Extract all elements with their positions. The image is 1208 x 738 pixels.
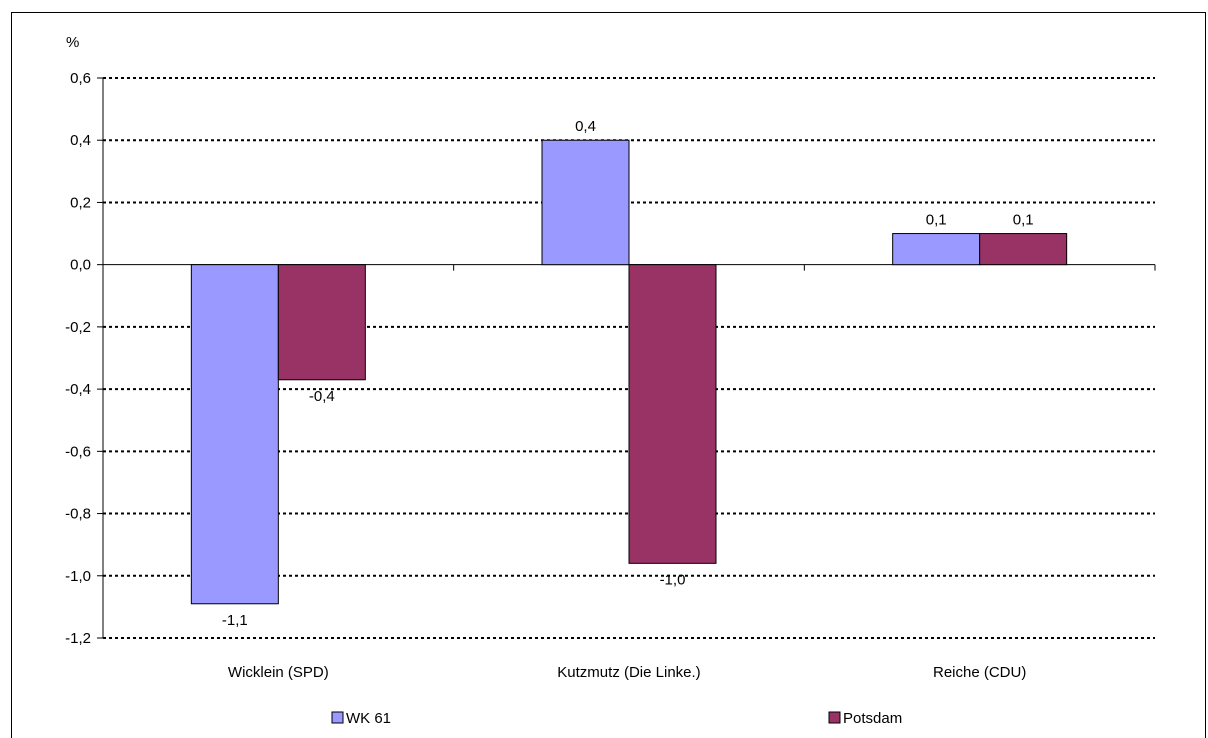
y-tick-label: 0,2 <box>70 194 91 211</box>
bar-potsdam <box>277 264 366 381</box>
data-label: -1,1 <box>222 612 248 629</box>
data-label: -1,0 <box>660 571 686 588</box>
y-tick-label: -0,4 <box>65 381 91 398</box>
y-tick-label: 0,4 <box>70 132 91 149</box>
data-label: 0,4 <box>575 118 596 135</box>
y-tick-label: 0,6 <box>70 70 91 87</box>
legend-label: Potsdam <box>843 710 902 727</box>
bar-potsdam <box>628 264 717 564</box>
y-tick-label: -1,0 <box>65 568 91 585</box>
legend-label: WK 61 <box>346 710 391 727</box>
legend-swatch <box>828 711 841 724</box>
y-tick-label: 0,0 <box>70 257 91 274</box>
bar-wk-61 <box>541 139 630 266</box>
category-label: Kutzmutz (Die Linke.) <box>557 664 700 681</box>
category-label: Wicklein (SPD) <box>228 664 329 681</box>
y-tick-label: -0,8 <box>65 506 91 523</box>
y-tick-label: -0,2 <box>65 319 91 336</box>
legend-swatch <box>331 711 344 724</box>
y-tick-label: -0,6 <box>65 443 91 460</box>
bar-wk-61 <box>892 233 981 266</box>
y-tick-label: -1,2 <box>65 630 91 647</box>
data-label: -0,4 <box>309 388 335 405</box>
data-label: 0,1 <box>926 212 947 229</box>
data-label: 0,1 <box>1013 212 1034 229</box>
category-label: Reiche (CDU) <box>933 664 1026 681</box>
y-axis-label: % <box>66 34 79 51</box>
bar-wk-61 <box>190 264 279 605</box>
bar-potsdam <box>979 233 1068 266</box>
